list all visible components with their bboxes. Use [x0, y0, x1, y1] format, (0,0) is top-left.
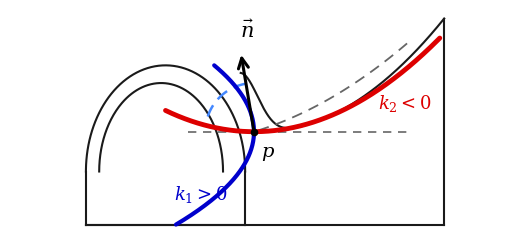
- Text: $k_1 > 0$: $k_1 > 0$: [174, 183, 228, 204]
- Text: $k_2 < 0$: $k_2 < 0$: [378, 93, 431, 114]
- Text: $p$: $p$: [261, 143, 275, 162]
- Text: $\vec{n}$: $\vec{n}$: [240, 20, 255, 42]
